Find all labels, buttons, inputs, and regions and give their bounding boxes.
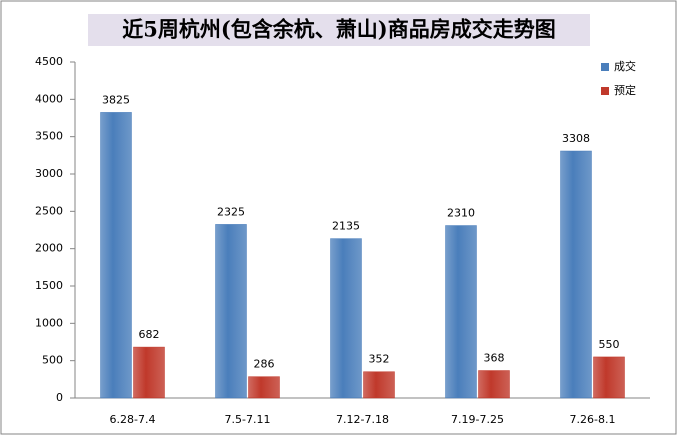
data-label: 2310 [447,207,475,220]
y-tick-label: 4000 [35,92,63,105]
bar [560,150,592,399]
y-tick-label: 1000 [35,316,63,329]
bar [478,370,510,399]
data-label: 550 [599,338,620,351]
bar [215,224,247,399]
y-tick-label: 1500 [35,279,63,292]
y-tick-label: 4500 [35,55,63,68]
data-label: 352 [369,353,390,366]
bar [248,376,280,399]
data-label: 2325 [217,205,245,218]
x-tick-label: 7.26-8.1 [570,413,616,426]
data-label: 2135 [332,220,360,233]
y-tick-label: 2000 [35,242,63,255]
legend-label: 成交 [614,59,636,73]
data-label: 682 [139,328,160,341]
data-label: 286 [254,358,275,371]
data-label: 3308 [562,132,590,145]
y-tick-label: 0 [56,391,63,404]
x-tick-label: 6.28-7.4 [110,413,156,426]
legend-label: 预定 [614,83,636,97]
x-tick-label: 7.19-7.25 [451,413,504,426]
y-tick-label: 2500 [35,204,63,217]
y-tick-label: 3000 [35,167,63,180]
bar [363,371,395,399]
chart-title: 近5周杭州(包含余杭、萧山)商品房成交走势图 [122,17,555,42]
bar [100,112,132,399]
legend-swatch [601,87,609,95]
y-tick-label: 3500 [35,130,63,143]
x-tick-label: 7.12-7.18 [336,413,389,426]
x-tick-label: 7.5-7.11 [225,413,271,426]
legend-swatch [601,63,609,71]
bar [593,356,625,399]
y-tick-label: 500 [42,354,63,367]
bar [445,225,477,399]
title-background [88,14,590,46]
bar [133,346,165,399]
data-label: 3825 [102,93,130,106]
bar [330,238,362,399]
data-label: 368 [484,352,505,365]
